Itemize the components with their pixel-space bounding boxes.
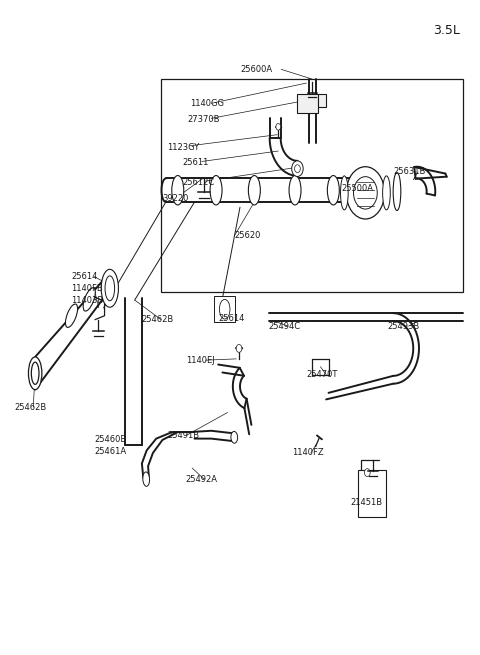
Ellipse shape (143, 472, 150, 486)
Text: 25620: 25620 (234, 231, 261, 240)
Ellipse shape (65, 304, 78, 328)
Ellipse shape (83, 288, 96, 311)
Text: 25462B: 25462B (14, 403, 47, 412)
Text: 25492A: 25492A (185, 475, 217, 483)
Text: 1140FB: 1140FB (72, 284, 103, 293)
FancyBboxPatch shape (318, 94, 326, 107)
Text: 25491B: 25491B (167, 431, 199, 440)
Bar (161, 79, 463, 291)
Ellipse shape (383, 176, 390, 210)
Ellipse shape (172, 176, 184, 205)
Text: 39220: 39220 (162, 194, 189, 202)
Ellipse shape (31, 362, 39, 384)
Circle shape (364, 469, 370, 477)
Text: 25494C: 25494C (269, 322, 301, 331)
Text: 25614: 25614 (218, 314, 245, 323)
Text: 25631B: 25631B (393, 168, 426, 176)
Ellipse shape (231, 432, 238, 443)
Text: 21451B: 21451B (350, 498, 382, 507)
Text: 1140EJ: 1140EJ (186, 356, 215, 365)
Text: 3.5L: 3.5L (433, 24, 460, 37)
Text: 25460E: 25460E (94, 436, 126, 445)
Circle shape (354, 177, 377, 209)
Ellipse shape (105, 276, 115, 301)
Ellipse shape (340, 176, 348, 210)
Ellipse shape (101, 269, 119, 307)
Text: 25462B: 25462B (142, 315, 174, 324)
Bar (214, 296, 235, 322)
Text: 25614: 25614 (72, 272, 98, 281)
Ellipse shape (289, 176, 301, 205)
Text: 25500A: 25500A (341, 185, 373, 193)
FancyBboxPatch shape (298, 94, 318, 113)
Circle shape (292, 161, 303, 176)
Text: 25470T: 25470T (306, 370, 337, 379)
Ellipse shape (363, 176, 375, 205)
Text: 1140FZ: 1140FZ (292, 449, 324, 457)
Text: 27370B: 27370B (187, 115, 220, 124)
Ellipse shape (28, 357, 42, 390)
Ellipse shape (327, 176, 339, 205)
Text: 25612C: 25612C (182, 178, 215, 187)
Ellipse shape (219, 299, 230, 319)
Ellipse shape (393, 173, 401, 210)
Text: 25611: 25611 (182, 159, 209, 167)
Text: 1123GY: 1123GY (167, 143, 200, 151)
Text: 25461A: 25461A (94, 447, 126, 456)
Circle shape (346, 167, 384, 219)
Text: 25493B: 25493B (387, 322, 420, 331)
Circle shape (295, 165, 300, 173)
Circle shape (236, 345, 242, 352)
Text: 25600A: 25600A (240, 65, 273, 74)
Text: 1140GG: 1140GG (190, 99, 224, 108)
Text: 11403B: 11403B (72, 295, 104, 305)
Circle shape (276, 124, 281, 130)
Ellipse shape (248, 176, 260, 205)
Ellipse shape (210, 176, 222, 205)
Bar (358, 470, 386, 517)
